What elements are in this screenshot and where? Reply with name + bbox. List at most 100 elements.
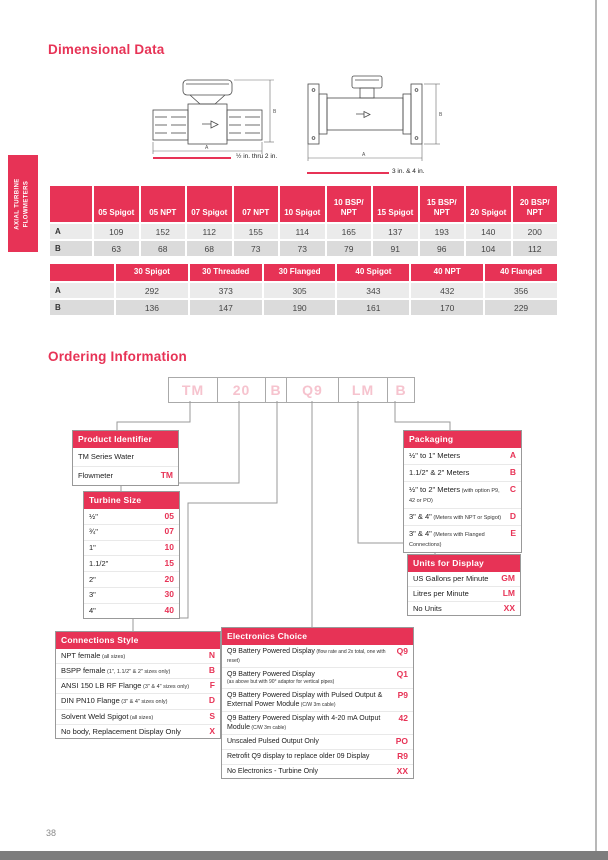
category-tab-line1: AXIAL TURBINE	[15, 177, 21, 230]
flowmeter-flanged-diagram: A B	[307, 75, 443, 161]
flanged-meter-size-label: 3 in. & 4 in.	[392, 168, 425, 175]
option-row: 1.1/2" & 2" Meters B	[404, 463, 521, 481]
order-code-segment-product: TM	[168, 377, 218, 403]
dimension-value: 373	[189, 283, 262, 298]
option-code: PO	[395, 736, 408, 747]
option-note: (flow rate and 2x total, one with reset)	[227, 649, 386, 665]
dimension-value: 104	[466, 241, 511, 256]
section-title-ordering: Ordering Information	[48, 349, 187, 364]
option-code: XX	[503, 602, 515, 613]
option-row: 1" 10	[84, 539, 179, 556]
option-row: ½" 05	[84, 509, 179, 524]
section-title-dimensional: Dimensional Data	[48, 42, 165, 57]
page-edge-right	[595, 0, 597, 852]
option-note: (3" & 4" sizes only)	[119, 699, 168, 706]
option-code: 05	[164, 510, 174, 521]
turbine-size-box: Turbine Size ½" 05 ¾" 07 1" 10 1.1/2" 15 2" 20 3" 3…	[83, 491, 180, 620]
dimension-value: 114	[280, 224, 325, 239]
column-header: 20 BSP/NPT	[512, 186, 557, 222]
option-code: 42	[398, 712, 408, 723]
column-header: 15 Spigot	[373, 186, 418, 222]
option-row: Solvent Weld Spigot (all sizes) S	[56, 708, 220, 724]
dimension-a-label: A	[205, 145, 209, 151]
option-code: E	[510, 527, 516, 538]
option-row: 3" 30	[84, 586, 179, 603]
option-label: Q9 Battery Powered Display (flow rate an…	[227, 648, 386, 665]
electronics-choice-title: Electronics Choice	[222, 628, 413, 645]
order-code-segment-units: LM	[338, 377, 388, 403]
option-row: Q9 Battery Powered Display (as above but …	[222, 667, 413, 688]
dimension-value: 140	[466, 224, 511, 239]
option-note: (with option P9, 42 or PO)	[409, 487, 500, 504]
page-number: 38	[46, 828, 57, 838]
flanged-meter-underline	[307, 172, 389, 174]
option-code: A	[509, 450, 516, 460]
dimension-b-label: B	[439, 112, 443, 118]
option-row: Q9 Battery Powered Display with Pulsed O…	[222, 687, 413, 711]
units-for-display-title: Units for Display	[408, 555, 520, 572]
option-label: ½" to 1" Meters	[409, 451, 461, 460]
category-tab-line2: FLOWMETERS	[24, 180, 30, 227]
dimension-value: 170	[411, 300, 484, 315]
dimension-value: 96	[419, 241, 464, 256]
option-label: NPT female (all sizes)	[61, 651, 126, 660]
option-code: XX	[396, 765, 408, 776]
option-row: No body, Replacement Display Only X	[56, 723, 220, 739]
order-code-segment-electronics: Q9	[286, 377, 339, 403]
table-row: A 109 152 112 155 114 165 137 193 140 200	[50, 224, 557, 239]
option-label: 1.1/2" & 2" Meters	[409, 467, 470, 477]
option-code: 10	[164, 542, 174, 553]
option-row: ½" to 2" Meters (with option P9, 42 or P…	[404, 480, 521, 508]
option-row: DIN PN10 Flange (3" & 4" sizes only) D	[56, 693, 220, 708]
dimension-value: 79	[326, 241, 371, 256]
option-note: (Meters with NPT or Spigot)	[431, 514, 502, 521]
dimension-value: 200	[512, 224, 557, 239]
option-code: B	[509, 466, 516, 477]
option-label: BSPP female (1", 1.1/2" & 2" sizes only)	[61, 666, 171, 676]
option-code: D	[509, 510, 516, 521]
dimension-value: 112	[187, 224, 232, 239]
units-for-display-options: US Gallons per Minute GM Litres per Minute…	[408, 572, 520, 615]
option-code: C	[509, 483, 516, 494]
option-code: TM	[160, 469, 173, 480]
product-identifier-title: Product Identifier	[73, 431, 178, 448]
order-code-segment-packaging: B	[387, 377, 415, 403]
column-header: 10 BSP/NPT	[326, 186, 371, 222]
dimension-value: 137	[373, 224, 418, 239]
dimension-value: 292	[116, 283, 188, 298]
dimension-value: 343	[337, 283, 410, 298]
option-code: Q1	[396, 669, 408, 680]
option-note: (3" & 4" sizes only)	[141, 684, 190, 691]
dimension-value: 112	[512, 241, 557, 256]
order-code-segment-connection: B	[265, 377, 287, 403]
column-header: 40 NPT	[411, 264, 484, 281]
option-label: 3" & 4" (Meters with Flanged Connections…	[409, 528, 485, 549]
option-row: Q9 Battery Powered Display (flow rate an…	[222, 645, 413, 667]
turbine-size-title: Turbine Size	[84, 492, 179, 509]
dimensions-table-small-sizes: 05 Spigot 05 NPT 07 Spigot 07 NPT 10 Spigot 1…	[48, 184, 559, 258]
option-code: 30	[164, 589, 174, 600]
option-row: Unscaled Pulsed Output Only PO	[222, 734, 413, 749]
connections-style-options: NPT female (all sizes) N BSPP female (1", …	[56, 649, 220, 738]
option-label: ½" to 2" Meters (with option P9, 42 or P…	[409, 484, 500, 504]
connector-line-packaging	[394, 401, 451, 430]
category-tab-label: AXIAL TURBINE FLOWMETERS	[14, 178, 32, 229]
turbine-size-options: ½" 05 ¾" 07 1" 10 1.1/2" 15 2" 20 3" 30 4" 40	[84, 509, 179, 618]
option-row: TM Series Water	[73, 448, 178, 466]
electronics-choice-options: Q9 Battery Powered Display (flow rate an…	[222, 645, 413, 778]
option-row: Q9 Battery Powered Display with 4-20 mA …	[222, 710, 413, 734]
option-code: LM	[502, 587, 515, 598]
dimension-value: 63	[94, 241, 139, 256]
table-corner-cell	[50, 186, 92, 222]
product-identifier-box: Product Identifier TM Series Water Flowme…	[72, 430, 179, 486]
option-label: US Gallons per Minute	[413, 574, 489, 583]
option-code: N	[208, 650, 215, 660]
dimension-value: 165	[326, 224, 371, 239]
dimension-value: 136	[116, 300, 188, 315]
option-code: GM	[501, 573, 515, 583]
page-edge-bottom	[0, 851, 608, 860]
option-label: Q9 Battery Powered Display with Pulsed O…	[227, 691, 383, 708]
option-label: Unscaled Pulsed Output Only	[227, 738, 319, 746]
column-header: 40 Flanged	[485, 264, 557, 281]
dimension-value: 109	[94, 224, 139, 239]
